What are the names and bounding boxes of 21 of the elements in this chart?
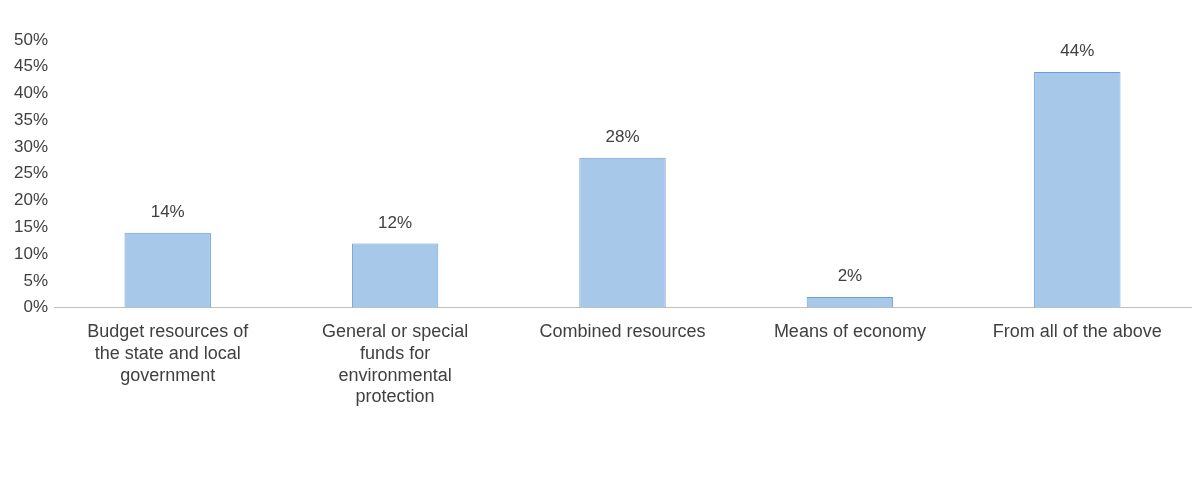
x-tick-label: Means of economy [773, 321, 926, 342]
y-tick-label: 20% [13, 190, 49, 210]
y-tick-label: 15% [13, 217, 49, 237]
y-tick-label: 10% [13, 243, 49, 263]
data-label: 28% [605, 126, 640, 146]
y-tick-label: 50% [13, 29, 49, 49]
data-label: 2% [837, 266, 863, 286]
data-label: 14% [150, 201, 185, 221]
data-label: 44% [1060, 41, 1095, 61]
data-label: 12% [378, 212, 413, 232]
y-tick-label: 35% [13, 109, 49, 129]
y-tick-label: 40% [13, 83, 49, 103]
y-tick-label: 30% [13, 136, 49, 156]
y-tick-label: 25% [13, 163, 49, 183]
x-tick-label: Budget resources of the state and local government [87, 321, 250, 385]
x-tick-label: Combined resources [539, 321, 706, 342]
x-tick-label: From all of the above [992, 321, 1162, 342]
y-tick-label: 45% [13, 56, 49, 76]
y-tick-label: 5% [23, 270, 49, 290]
x-tick-label: General or special funds for environmental protection [322, 321, 469, 407]
y-tick-label: 0% [23, 297, 49, 317]
